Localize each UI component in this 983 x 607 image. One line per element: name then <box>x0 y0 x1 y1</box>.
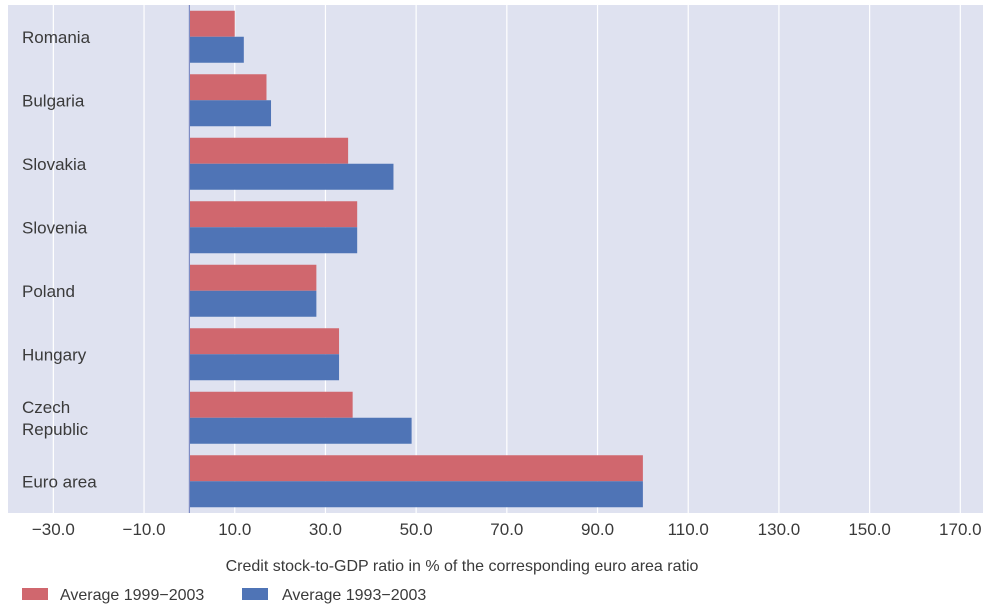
bar-hungary-series-0 <box>189 328 340 355</box>
category-label: Czech <box>22 398 70 417</box>
bar-bulgaria-series-1 <box>189 100 272 127</box>
bar-slovakia-series-0 <box>189 137 349 164</box>
category-label: Euro area <box>22 472 97 491</box>
x-axis-label: Credit stock-to-GDP ratio in % of the co… <box>226 558 699 575</box>
bar-czech-republic-series-0 <box>189 391 353 418</box>
bars <box>189 10 643 508</box>
category-label: Bulgaria <box>22 91 85 110</box>
x-tick-label: 130.0 <box>758 520 801 539</box>
bar-czech-republic-series-1 <box>189 417 412 444</box>
bar-bulgaria-series-0 <box>189 74 267 101</box>
bar-slovakia-series-1 <box>189 163 394 190</box>
category-label: Hungary <box>22 345 87 364</box>
x-tick-label: 30.0 <box>309 520 342 539</box>
x-tick-label: 50.0 <box>400 520 433 539</box>
bar-romania-series-1 <box>189 36 244 63</box>
category-label: Slovakia <box>22 155 87 174</box>
bar-romania-series-0 <box>189 10 235 37</box>
x-tick-label: 110.0 <box>668 520 709 539</box>
bar-euro-area-series-1 <box>189 481 643 508</box>
legend-swatch-series-1 <box>242 588 268 600</box>
category-label: Romania <box>22 28 91 47</box>
bar-hungary-series-1 <box>189 354 340 381</box>
legend: Average 1999−2003 Average 1993−2003 <box>22 587 426 604</box>
x-tick-label: −10.0 <box>123 520 166 539</box>
bar-poland-series-1 <box>189 290 317 317</box>
x-tick-labels: −30.0 −10.0 10.0 30.0 50.0 70.0 90.0 110.0 130.0… <box>32 520 982 539</box>
x-tick-label: 150.0 <box>848 520 891 539</box>
bar-euro-area-series-0 <box>189 455 643 482</box>
legend-label-series-1: Average 1993−2003 <box>282 587 426 604</box>
bar-poland-series-0 <box>189 264 317 291</box>
x-tick-label: 70.0 <box>490 520 523 539</box>
x-tick-label: 10.0 <box>218 520 251 539</box>
category-label: Slovenia <box>22 218 88 237</box>
category-labels: Romania Bulgaria Slovakia Slovenia Poland Hun… <box>22 28 97 492</box>
legend-swatch-series-0 <box>22 588 48 600</box>
category-label: Republic <box>22 420 89 439</box>
x-tick-label: 90.0 <box>581 520 614 539</box>
bar-slovenia-series-0 <box>189 201 358 228</box>
plot-area <box>8 5 983 513</box>
x-tick-label: −30.0 <box>32 520 75 539</box>
x-tick-label: 170.0 <box>939 520 982 539</box>
category-label: Poland <box>22 282 75 301</box>
bar-slovenia-series-1 <box>189 227 358 254</box>
legend-label-series-0: Average 1999−2003 <box>60 587 204 604</box>
